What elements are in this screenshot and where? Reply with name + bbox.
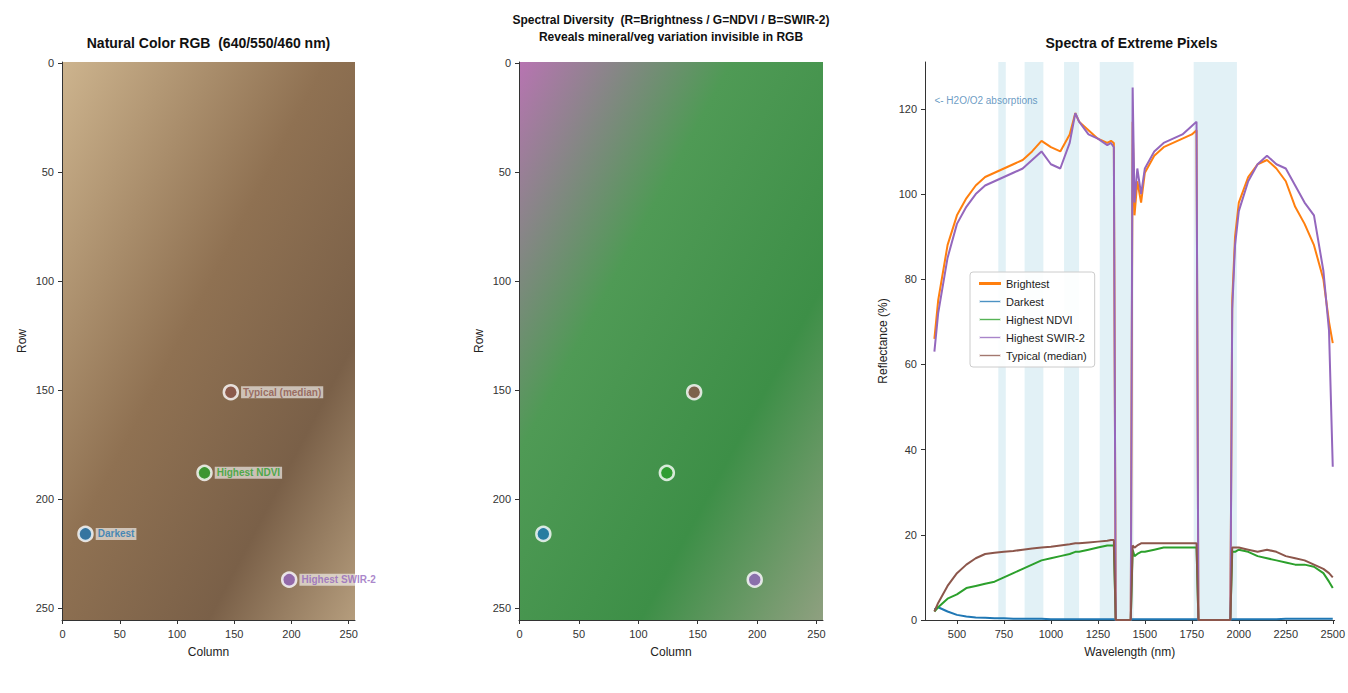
svg-text:50: 50 xyxy=(499,166,511,178)
svg-text:Highest SWIR-2: Highest SWIR-2 xyxy=(1006,332,1085,344)
svg-text:50: 50 xyxy=(573,628,585,640)
svg-text:0: 0 xyxy=(48,57,54,69)
svg-text:200: 200 xyxy=(493,493,511,505)
svg-text:Row: Row xyxy=(15,329,29,353)
svg-text:200: 200 xyxy=(282,628,300,640)
svg-text:100: 100 xyxy=(36,275,54,287)
svg-text:150: 150 xyxy=(225,628,243,640)
svg-text:Column: Column xyxy=(188,645,229,659)
svg-text:Highest SWIR-2: Highest SWIR-2 xyxy=(301,574,376,585)
svg-text:2000: 2000 xyxy=(1227,628,1251,640)
svg-text:0: 0 xyxy=(517,628,523,640)
svg-text:Darkest: Darkest xyxy=(98,528,135,539)
svg-text:<- H2O/O2 absorptions: <- H2O/O2 absorptions xyxy=(934,95,1037,106)
svg-text:2250: 2250 xyxy=(1274,628,1298,640)
svg-text:750: 750 xyxy=(995,628,1013,640)
svg-text:0: 0 xyxy=(505,57,511,69)
svg-text:1000: 1000 xyxy=(1039,628,1063,640)
svg-text:40: 40 xyxy=(905,444,917,456)
svg-text:100: 100 xyxy=(168,628,186,640)
svg-text:Darkest: Darkest xyxy=(1006,296,1044,308)
svg-text:200: 200 xyxy=(36,493,54,505)
svg-text:100: 100 xyxy=(493,275,511,287)
svg-text:1750: 1750 xyxy=(1180,628,1204,640)
svg-text:250: 250 xyxy=(807,628,825,640)
svg-text:Spectral Diversity (R=Brightn: Spectral Diversity (R=Brightness / G=NDV… xyxy=(512,13,829,27)
svg-text:50: 50 xyxy=(114,628,126,640)
svg-text:Column: Column xyxy=(650,645,691,659)
svg-text:80: 80 xyxy=(905,273,917,285)
svg-text:150: 150 xyxy=(689,628,707,640)
svg-text:Highest NDVI: Highest NDVI xyxy=(217,467,281,478)
svg-text:0: 0 xyxy=(60,628,66,640)
svg-text:Typical (median): Typical (median) xyxy=(1006,350,1087,362)
svg-text:150: 150 xyxy=(493,384,511,396)
svg-text:100: 100 xyxy=(629,628,647,640)
svg-text:Row: Row xyxy=(472,329,486,353)
svg-text:20: 20 xyxy=(905,529,917,541)
svg-text:250: 250 xyxy=(340,628,358,640)
svg-text:250: 250 xyxy=(36,602,54,614)
svg-text:2500: 2500 xyxy=(1321,628,1345,640)
svg-text:Spectra of Extreme Pixels: Spectra of Extreme Pixels xyxy=(1046,35,1218,51)
svg-text:100: 100 xyxy=(899,188,917,200)
svg-text:Highest NDVI: Highest NDVI xyxy=(1006,314,1073,326)
svg-text:0: 0 xyxy=(911,614,917,626)
svg-text:Natural Color RGB (640/550/46: Natural Color RGB (640/550/460 nm) xyxy=(87,35,331,51)
svg-text:500: 500 xyxy=(948,628,966,640)
svg-text:120: 120 xyxy=(899,103,917,115)
svg-text:1250: 1250 xyxy=(1086,628,1110,640)
svg-text:Typical (median): Typical (median) xyxy=(243,387,321,398)
svg-text:50: 50 xyxy=(42,166,54,178)
svg-text:60: 60 xyxy=(905,358,917,370)
svg-text:200: 200 xyxy=(748,628,766,640)
svg-text:Wavelength (nm): Wavelength (nm) xyxy=(1084,645,1175,659)
svg-text:Reflectance (%): Reflectance (%) xyxy=(876,298,890,383)
svg-text:Reveals mineral/veg variation: Reveals mineral/veg variation invisible … xyxy=(539,30,803,44)
svg-text:250: 250 xyxy=(493,602,511,614)
svg-text:Brightest: Brightest xyxy=(1006,278,1049,290)
svg-text:1500: 1500 xyxy=(1133,628,1157,640)
svg-text:150: 150 xyxy=(36,384,54,396)
